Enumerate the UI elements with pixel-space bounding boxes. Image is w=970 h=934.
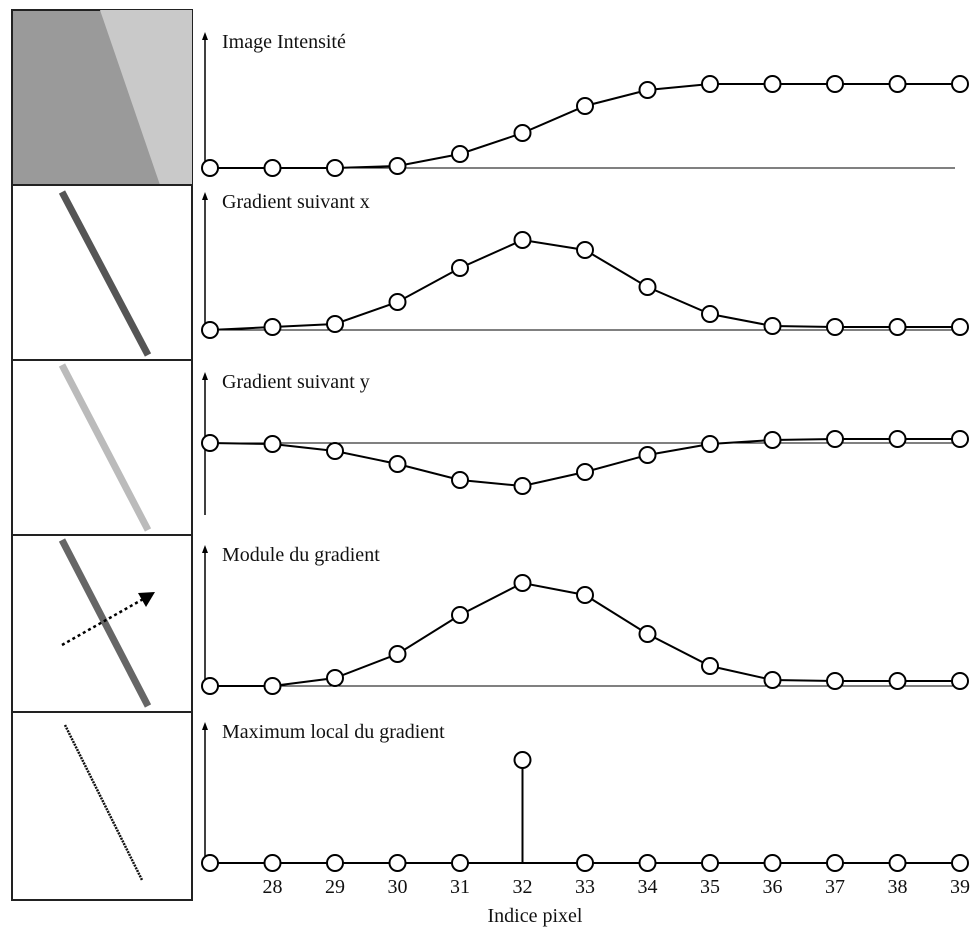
y-axis-arrow	[202, 722, 208, 730]
point	[390, 646, 406, 662]
point	[577, 587, 593, 603]
point	[452, 607, 468, 623]
x-tick-label: 32	[513, 876, 533, 898]
point	[202, 322, 218, 338]
x-tick-label: 36	[763, 876, 783, 898]
x-tick-label: 31	[450, 876, 470, 898]
point	[765, 318, 781, 334]
panel-title: Maximum local du gradient	[222, 721, 445, 743]
x-axis-label: Indice pixel	[488, 905, 583, 927]
point	[202, 160, 218, 176]
point	[265, 160, 281, 176]
panel-title: Module du gradient	[222, 544, 380, 566]
point	[765, 672, 781, 688]
point	[702, 76, 718, 92]
point	[390, 855, 406, 871]
point	[890, 431, 906, 447]
point	[327, 160, 343, 176]
thumbnails	[12, 10, 192, 900]
point	[890, 673, 906, 689]
point	[765, 432, 781, 448]
panel-title: Gradient suivant x	[222, 191, 370, 213]
point	[515, 478, 531, 494]
panel-title: Image Intensité	[222, 31, 346, 53]
point	[390, 294, 406, 310]
x-tick-label: 38	[888, 876, 908, 898]
y-axis-arrow	[202, 545, 208, 553]
point	[452, 260, 468, 276]
point	[890, 76, 906, 92]
panel-title: Gradient suivant y	[222, 371, 370, 393]
point	[265, 319, 281, 335]
point	[827, 673, 843, 689]
point	[640, 82, 656, 98]
point	[327, 443, 343, 459]
x-tick-label: 35	[700, 876, 720, 898]
point	[327, 855, 343, 871]
point	[327, 670, 343, 686]
y-axis-arrow	[202, 372, 208, 380]
point	[515, 125, 531, 141]
figure: Image Intensité Gradient suivant x Gradien…	[0, 0, 970, 934]
x-tick-label: 33	[575, 876, 595, 898]
point	[827, 855, 843, 871]
point	[952, 855, 968, 871]
point	[702, 306, 718, 322]
x-tick-label: 34	[638, 876, 658, 898]
point	[702, 658, 718, 674]
line	[210, 84, 960, 168]
point	[702, 436, 718, 452]
x-tick-label: 29	[325, 876, 345, 898]
point	[577, 242, 593, 258]
point	[827, 431, 843, 447]
x-tick-label: 39	[950, 876, 970, 898]
point	[202, 855, 218, 871]
point	[640, 626, 656, 642]
point	[640, 279, 656, 295]
point	[265, 678, 281, 694]
point	[452, 855, 468, 871]
page: Image Intensité Gradient suivant x Gradien…	[0, 0, 970, 934]
point	[452, 146, 468, 162]
point	[577, 464, 593, 480]
point	[765, 855, 781, 871]
point	[515, 752, 531, 768]
x-tick-label: 30	[388, 876, 408, 898]
point	[640, 447, 656, 463]
point	[765, 76, 781, 92]
point	[265, 436, 281, 452]
point	[327, 316, 343, 332]
x-tick-label: 37	[825, 876, 845, 898]
point	[202, 678, 218, 694]
point	[390, 456, 406, 472]
y-axis-arrow	[202, 192, 208, 200]
point	[952, 673, 968, 689]
point	[952, 319, 968, 335]
point	[515, 232, 531, 248]
point	[265, 855, 281, 871]
thumb-maxima	[12, 712, 192, 900]
point	[827, 319, 843, 335]
point	[952, 431, 968, 447]
point	[202, 435, 218, 451]
point	[577, 855, 593, 871]
point	[515, 575, 531, 591]
point	[702, 855, 718, 871]
point	[390, 158, 406, 174]
point	[577, 98, 593, 114]
point	[890, 319, 906, 335]
point	[890, 855, 906, 871]
point	[640, 855, 656, 871]
x-tick-label: 28	[263, 876, 283, 898]
point	[952, 76, 968, 92]
point	[827, 76, 843, 92]
y-axis-arrow	[202, 32, 208, 40]
point	[452, 472, 468, 488]
